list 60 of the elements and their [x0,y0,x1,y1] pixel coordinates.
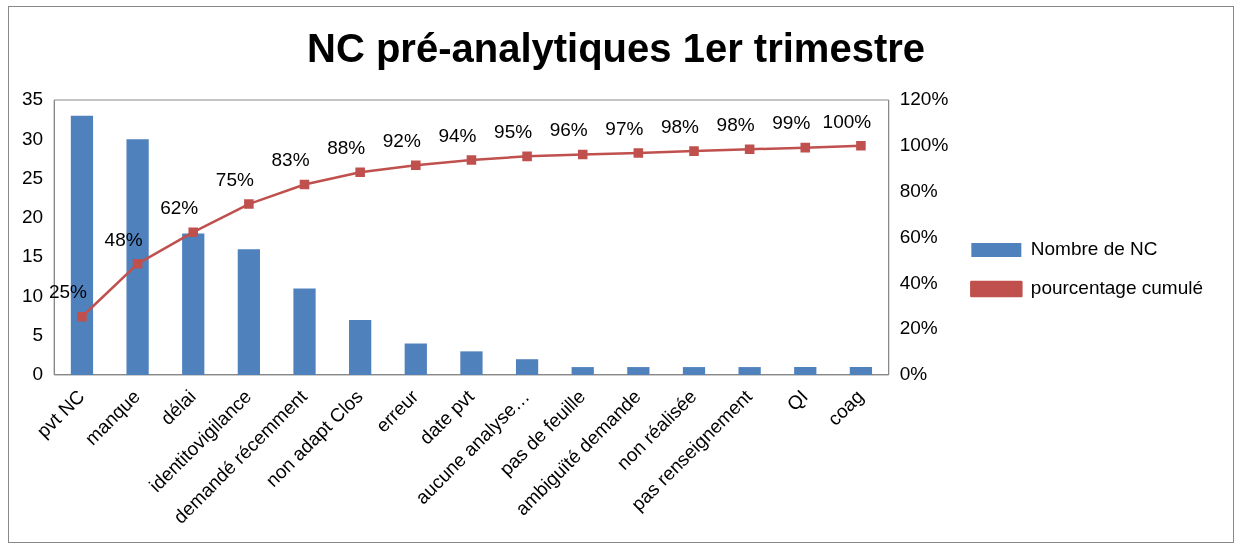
point [522,151,532,162]
y2-tick-label: 20% [899,317,938,339]
y-tick-label: 25 [21,166,44,188]
data-label: 75% [215,168,254,190]
bar [460,351,483,375]
point [856,141,866,151]
y2-tick-label: 40% [899,271,938,293]
data-label: 83% [271,149,310,171]
point [77,311,87,322]
y-tick-label: 10 [21,284,44,306]
y-tick-label: 35 [21,88,44,110]
y2-tick-label: 60% [899,225,938,247]
y2-tick-label: 120% [899,88,949,110]
data-label: 88% [327,136,366,158]
point [355,167,365,177]
bar [349,319,372,375]
point [411,160,421,171]
bar [404,343,427,375]
bar [293,288,316,375]
bar [738,367,761,375]
bar [515,359,539,375]
bar [182,233,205,375]
bar [849,367,873,375]
data-label: 100% [822,110,872,132]
data-label: 98% [660,115,700,137]
point [466,155,477,165]
y2-tick-label: 100% [899,134,949,156]
data-label: 95% [494,121,533,143]
y-tick-label: 30 [21,127,44,149]
data-label: 98% [716,113,755,135]
point [800,142,811,153]
x-tick-label: QI [782,385,812,415]
y-tick-label: 5 [32,323,44,345]
point [244,199,254,209]
data-label: 97% [605,117,644,139]
point [188,227,199,237]
bar [571,367,594,375]
point [744,144,755,155]
bar [682,367,706,375]
point [689,146,699,156]
y-tick-label: 20 [21,206,44,228]
chart-title: NC pré-analytiques 1er trimestre [306,26,926,71]
legend-label: pourcentage cumulé [1030,277,1203,299]
point [577,149,588,160]
bar [794,367,817,375]
data-label: 62% [160,196,199,218]
legend-label: Nombre de NC [1030,238,1158,260]
point [299,179,310,190]
data-label: 99% [772,112,811,134]
data-label: 94% [438,124,477,146]
y2-tick-label: 0% [899,363,928,385]
data-label: 96% [549,119,588,141]
y-tick-label: 15 [21,245,44,267]
bar [237,249,260,375]
y2-tick-label: 80% [899,179,938,201]
point [633,148,644,158]
y-tick-label: 0 [32,363,44,385]
data-label: 92% [382,130,421,152]
bar [627,367,650,375]
point [132,259,143,269]
